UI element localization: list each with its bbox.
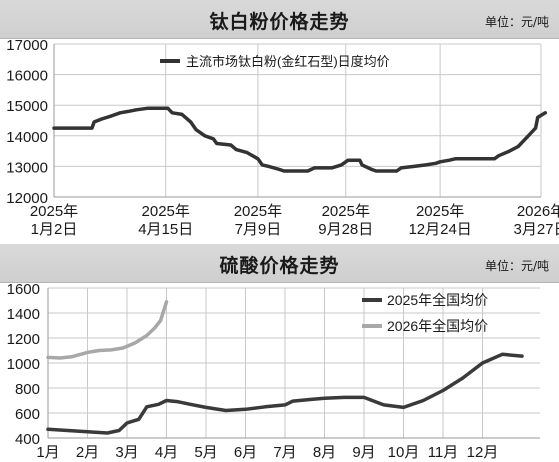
legend-label-2026: 2026年全国均价 [387, 318, 488, 334]
x-tick-label-month: 3月 [115, 444, 138, 461]
legend-label-2025: 2025年全国均价 [387, 292, 488, 308]
x-tick-label-year: 2025年 [30, 203, 78, 220]
y-tick-label: 1200 [7, 331, 40, 348]
x-tick-label-year: 2025年 [416, 203, 464, 220]
y-tick-label: 13000 [6, 159, 48, 176]
chart2-title: 硫酸价格走势 [219, 255, 340, 277]
x-tick-label-date: 3月27日 [513, 221, 559, 238]
chart1-title: 钛白粉价格走势 [209, 11, 350, 33]
y-tick-label: 14000 [6, 129, 48, 146]
x-tick-label-month: 8月 [313, 444, 336, 461]
y-tick-label: 1000 [7, 356, 40, 373]
titanium-dioxide-chart-panel: 钛白粉价格走势 单位：元/吨 12000 13000 14000 15000 16000… [0, 0, 559, 238]
x-tick-label-year: 2025年 [234, 203, 282, 220]
chart2-unit-label: 单位：元/吨 [484, 259, 549, 273]
x-tick-label-month: 4月 [155, 444, 178, 461]
x-tick-label-date: 4月15日 [138, 221, 193, 238]
x-tick-label-month: 9月 [352, 444, 375, 461]
y-tick-label: 400 [15, 431, 40, 448]
y-tick-label: 17000 [6, 38, 48, 54]
chart1-title-bar: 钛白粉价格走势 单位：元/吨 [0, 0, 559, 39]
y-tick-label: 800 [15, 381, 40, 398]
series-line-2026 [46, 300, 169, 360]
y-tick-label: 1600 [7, 282, 40, 298]
x-tick-label-month: 7月 [273, 444, 296, 461]
x-tick-label-month: 6月 [234, 444, 257, 461]
series-line-titanium-dioxide [52, 106, 548, 173]
y-tick-label: 600 [15, 406, 40, 423]
x-tick-label-month: 11月 [428, 444, 459, 461]
y-tick-label: 15000 [6, 98, 48, 115]
x-tick-label-date: 7月9日 [235, 221, 282, 238]
x-tick-label-month: 12月 [467, 444, 499, 461]
chart1-unit-label: 单位：元/吨 [484, 15, 549, 29]
legend-label-titanium-dioxide: 主流市场钛白粉(金红石型)日度均价 [186, 54, 390, 69]
x-tick-label-date: 1月2日 [31, 221, 78, 238]
y-tick-label: 1400 [7, 306, 40, 323]
y-tick-label: 12000 [6, 190, 48, 207]
x-tick-label-date: 12月24日 [408, 221, 471, 238]
chart2-title-bar: 硫酸价格走势 单位：元/吨 [0, 244, 559, 283]
y-tick-label: 16000 [6, 68, 48, 85]
x-tick-label-month: 10月 [388, 444, 420, 461]
x-tick-label-month: 2月 [76, 444, 99, 461]
chart2-plot: 400 600 800 1000 1200 1400 1600 1月 2月 3月 4月 5月 6月 7月 8… [7, 282, 540, 461]
x-tick-label-month: 5月 [194, 444, 217, 461]
x-tick-label-month: 1月 [36, 444, 59, 461]
x-tick-label-year: 2026年 [517, 203, 559, 220]
series-line-2025 [46, 352, 524, 435]
chart1-plot: 1200013000140001500016000170002025年1月2日2… [6, 38, 559, 238]
x-tick-label-date: 9月28日 [318, 221, 373, 238]
sulfuric-acid-chart-panel: 硫酸价格走势 单位：元/吨 400 600 800 1000 1200 1400 1600 1… [0, 244, 559, 462]
x-tick-label-year: 2025年 [142, 203, 190, 220]
x-tick-label-year: 2025年 [322, 203, 370, 220]
